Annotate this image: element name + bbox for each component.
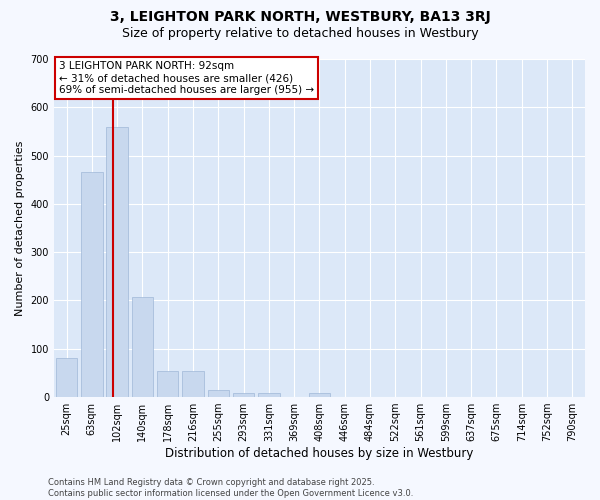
Bar xyxy=(258,393,280,397)
X-axis label: Distribution of detached houses by size in Westbury: Distribution of detached houses by size … xyxy=(165,447,473,460)
Bar xyxy=(131,296,153,397)
Bar xyxy=(56,358,77,397)
Bar xyxy=(106,126,128,397)
Bar xyxy=(157,370,178,397)
Bar xyxy=(208,390,229,397)
Bar xyxy=(309,393,330,397)
Text: Contains HM Land Registry data © Crown copyright and database right 2025.
Contai: Contains HM Land Registry data © Crown c… xyxy=(48,478,413,498)
Text: Size of property relative to detached houses in Westbury: Size of property relative to detached ho… xyxy=(122,28,478,40)
Text: 3 LEIGHTON PARK NORTH: 92sqm
← 31% of detached houses are smaller (426)
69% of s: 3 LEIGHTON PARK NORTH: 92sqm ← 31% of de… xyxy=(59,62,314,94)
Bar xyxy=(233,393,254,397)
Bar xyxy=(81,172,103,397)
Y-axis label: Number of detached properties: Number of detached properties xyxy=(15,140,25,316)
Bar xyxy=(182,370,204,397)
Text: 3, LEIGHTON PARK NORTH, WESTBURY, BA13 3RJ: 3, LEIGHTON PARK NORTH, WESTBURY, BA13 3… xyxy=(110,10,490,24)
